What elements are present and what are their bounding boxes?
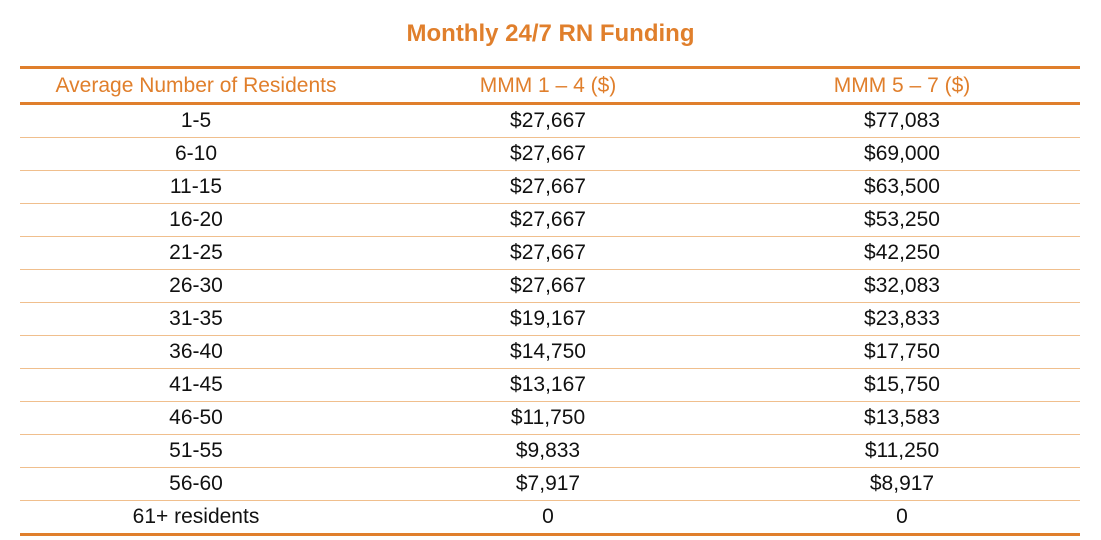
cell-mmm-5-7: $42,250 bbox=[864, 241, 940, 264]
cell-mmm-5-7: 0 bbox=[896, 505, 908, 528]
column-header-mmm-5-7: MMM 5 – 7 ($) bbox=[833, 73, 971, 97]
table-title: Monthly 24/7 RN Funding bbox=[406, 20, 695, 47]
table-row: 56-60 $7,917 $8,917 bbox=[20, 468, 1080, 501]
cell-residents: 11-15 bbox=[169, 175, 223, 198]
cell-residents: 1-5 bbox=[180, 109, 212, 132]
cell-mmm-5-7: $15,750 bbox=[864, 373, 940, 396]
table-row: 31-35 $19,167 $23,833 bbox=[20, 303, 1080, 336]
column-header-mmm-1-4: MMM 1 – 4 ($) bbox=[479, 73, 617, 97]
cell-mmm-1-4: $27,667 bbox=[510, 109, 586, 132]
cell-mmm-1-4: $27,667 bbox=[510, 274, 586, 297]
cell-mmm-5-7: $11,250 bbox=[864, 439, 940, 462]
cell-mmm-1-4: $11,750 bbox=[510, 406, 586, 429]
funding-table: Average Number of Residents MMM 1 – 4 ($… bbox=[20, 66, 1080, 536]
cell-mmm-1-4: 0 bbox=[542, 505, 554, 528]
cell-mmm-5-7: $32,083 bbox=[864, 274, 940, 297]
cell-mmm-1-4: $7,917 bbox=[515, 472, 581, 495]
cell-mmm-5-7: $13,583 bbox=[864, 406, 940, 429]
cell-mmm-1-4: $27,667 bbox=[510, 142, 586, 165]
table-row: 16-20 $27,667 $53,250 bbox=[20, 204, 1080, 237]
table-row: 61+ residents 0 0 bbox=[20, 501, 1080, 533]
table-row: 46-50 $11,750 $13,583 bbox=[20, 402, 1080, 435]
cell-mmm-1-4: $19,167 bbox=[510, 307, 586, 330]
cell-mmm-5-7: $8,917 bbox=[869, 472, 935, 495]
cell-mmm-5-7: $23,833 bbox=[864, 307, 940, 330]
cell-mmm-1-4: $9,833 bbox=[515, 439, 581, 462]
cell-residents: 16-20 bbox=[169, 208, 223, 231]
table-row: 26-30 $27,667 $32,083 bbox=[20, 270, 1080, 303]
table-row: 36-40 $14,750 $17,750 bbox=[20, 336, 1080, 369]
cell-mmm-1-4: $27,667 bbox=[510, 241, 586, 264]
cell-mmm-1-4: $13,167 bbox=[510, 373, 586, 396]
cell-mmm-5-7: $17,750 bbox=[864, 340, 940, 363]
table-row: 41-45 $13,167 $15,750 bbox=[20, 369, 1080, 402]
table-header-row: Average Number of Residents MMM 1 – 4 ($… bbox=[20, 69, 1080, 105]
table-row: 21-25 $27,667 $42,250 bbox=[20, 237, 1080, 270]
cell-mmm-1-4: $27,667 bbox=[510, 208, 586, 231]
cell-residents: 6-10 bbox=[174, 142, 218, 165]
cell-residents: 61+ residents bbox=[132, 505, 260, 528]
cell-mmm-5-7: $77,083 bbox=[864, 109, 940, 132]
table-body: 1-5 $27,667 $77,083 6-10 $27,667 $69,000 11-15… bbox=[20, 105, 1080, 533]
cell-mmm-5-7: $53,250 bbox=[864, 208, 940, 231]
cell-residents: 46-50 bbox=[169, 406, 223, 429]
column-header-residents: Average Number of Residents bbox=[55, 73, 337, 97]
cell-residents: 51-55 bbox=[169, 439, 223, 462]
table-row: 6-10 $27,667 $69,000 bbox=[20, 138, 1080, 171]
cell-residents: 26-30 bbox=[169, 274, 223, 297]
cell-residents: 36-40 bbox=[169, 340, 223, 363]
table-row: 1-5 $27,667 $77,083 bbox=[20, 105, 1080, 138]
cell-residents: 21-25 bbox=[169, 241, 223, 264]
cell-mmm-1-4: $14,750 bbox=[510, 340, 586, 363]
cell-mmm-5-7: $69,000 bbox=[864, 142, 940, 165]
cell-residents: 56-60 bbox=[169, 472, 223, 495]
cell-residents: 41-45 bbox=[169, 373, 223, 396]
cell-mmm-5-7: $63,500 bbox=[864, 175, 940, 198]
table-row: 51-55 $9,833 $11,250 bbox=[20, 435, 1080, 468]
table-row: 11-15 $27,667 $63,500 bbox=[20, 171, 1080, 204]
cell-residents: 31-35 bbox=[169, 307, 223, 330]
cell-mmm-1-4: $27,667 bbox=[510, 175, 586, 198]
